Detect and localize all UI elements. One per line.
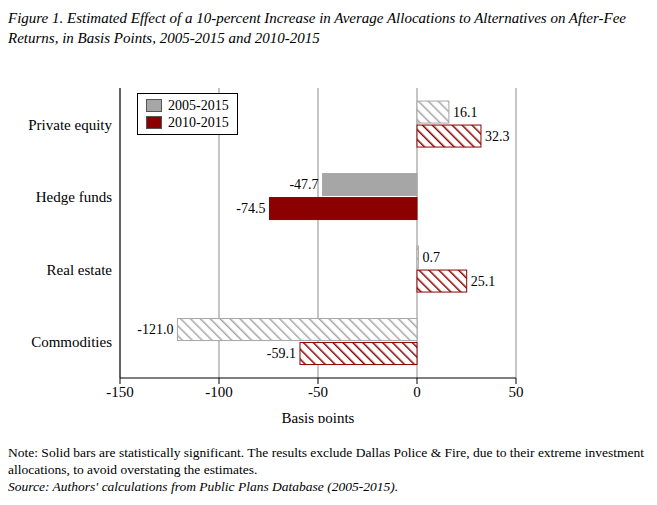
svg-text:0: 0 <box>413 384 421 400</box>
svg-text:Hedge funds: Hedge funds <box>36 189 112 205</box>
svg-text:-74.5: -74.5 <box>236 201 265 216</box>
svg-text:-150: -150 <box>106 384 134 400</box>
svg-text:Private equity: Private equity <box>28 117 112 133</box>
svg-text:-100: -100 <box>205 384 233 400</box>
svg-text:25.1: 25.1 <box>471 274 496 289</box>
svg-text:Basis points: Basis points <box>282 410 355 423</box>
svg-text:-59.1: -59.1 <box>267 346 296 361</box>
svg-text:-50: -50 <box>308 384 328 400</box>
html-text:Note: Solid bars are statistic: Note: Solid bars are statistically signi… <box>8 445 644 477</box>
svg-text:50: 50 <box>509 384 524 400</box>
html-text:Source: Authors' calculations: Source: Authors' calculations from Publi… <box>8 479 399 494</box>
svg-text:-47.7: -47.7 <box>289 177 318 192</box>
html-text:Figure 1. Estimated Effect of: Figure 1. Estimated Effect of a 10-perce… <box>8 10 626 46</box>
svg-text:-121.0: -121.0 <box>137 322 173 337</box>
svg-text:32.3: 32.3 <box>485 129 510 144</box>
svg-text:Commodities: Commodities <box>31 334 112 350</box>
svg-text:0.7: 0.7 <box>422 250 440 265</box>
html-text:2005-2015: 2005-2015 <box>168 98 229 113</box>
html-text:2010-2015: 2010-2015 <box>168 115 229 130</box>
svg-text:16.1: 16.1 <box>453 105 478 120</box>
svg-text:Real estate: Real estate <box>47 262 113 278</box>
